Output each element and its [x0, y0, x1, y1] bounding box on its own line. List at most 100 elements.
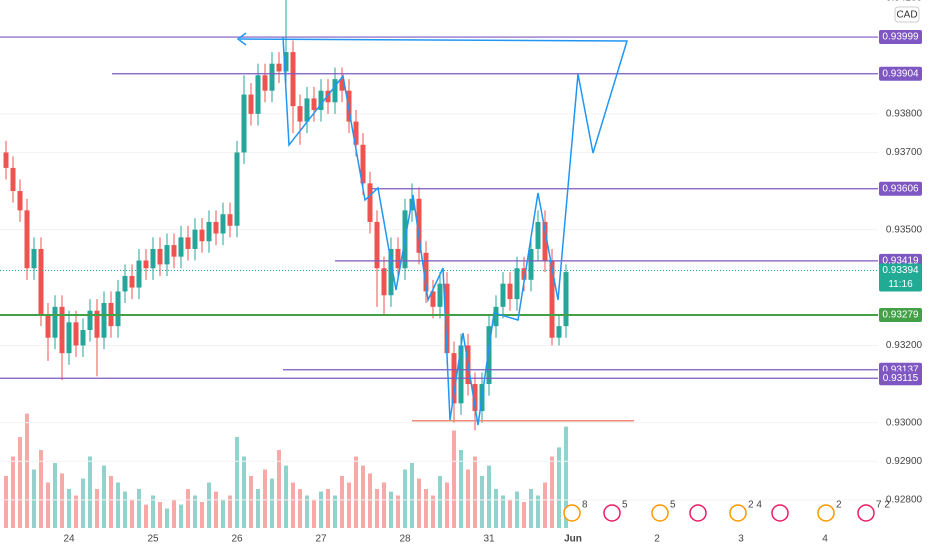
candle-body — [311, 98, 317, 110]
candle-body — [164, 245, 170, 265]
candle-body — [59, 306, 65, 354]
candle-body — [276, 63, 282, 72]
volume-bar — [207, 482, 211, 528]
volume-bar — [501, 495, 505, 528]
y-tick-label: 0.93200 — [886, 340, 923, 351]
volume-bar — [214, 491, 218, 528]
volume-bar — [186, 489, 190, 528]
candle-body — [234, 152, 240, 226]
candle-body — [423, 252, 429, 292]
event-icon[interactable] — [857, 504, 875, 522]
event-icon[interactable] — [603, 504, 621, 522]
volume-bar — [438, 476, 442, 528]
candle-body — [353, 121, 359, 145]
candle-body — [290, 52, 296, 107]
event-icon[interactable] — [817, 504, 835, 522]
volume-bar — [515, 491, 519, 528]
candle-body — [199, 229, 205, 242]
candle-body — [507, 283, 513, 300]
volume-bar — [151, 495, 155, 528]
event-icon[interactable] — [651, 504, 669, 522]
x-tick-label: 3 — [738, 534, 744, 545]
volume-bar — [431, 495, 435, 528]
x-tick-label: 25 — [147, 534, 159, 545]
event-count: 8 — [582, 500, 588, 511]
price-layer — [0, 0, 878, 501]
level-label-box — [879, 181, 922, 196]
x-tick-label: Jun — [564, 534, 582, 545]
candle-body — [500, 283, 506, 307]
volume-bar — [550, 456, 554, 528]
x-tick-label: 2 — [654, 534, 660, 545]
volume-bar — [60, 473, 64, 528]
volume-bar — [242, 456, 246, 528]
volume-bar — [417, 478, 421, 528]
event-count: 2 — [836, 500, 842, 511]
volume-bar — [508, 499, 512, 528]
candle-body — [10, 167, 16, 192]
candle-body — [458, 345, 464, 404]
candle-body — [255, 75, 261, 114]
candle-body — [521, 268, 527, 280]
volume-bar — [179, 504, 183, 528]
volume-bar — [291, 482, 295, 528]
candle-body — [206, 221, 212, 242]
volume-bar — [74, 495, 78, 528]
event-icon[interactable] — [563, 504, 581, 522]
candle-body — [115, 291, 121, 327]
candle-body — [129, 275, 135, 288]
candle-body — [304, 98, 310, 122]
volume-bar — [172, 499, 176, 528]
candle-body — [430, 291, 436, 307]
volume-bar — [529, 489, 533, 528]
volume-bar — [95, 489, 99, 528]
candle-body — [444, 283, 450, 354]
volume-bar — [522, 502, 526, 528]
volume-bar — [81, 478, 85, 528]
volume-bar — [200, 502, 204, 528]
volume-bar — [11, 456, 15, 528]
y-tick-label: 0.92900 — [886, 456, 923, 467]
volume-bar — [39, 450, 43, 528]
level-label-box — [879, 66, 922, 81]
arrow-head — [236, 32, 247, 46]
candle-body — [3, 152, 9, 168]
candle-body — [45, 314, 51, 338]
volume-bar — [557, 447, 561, 528]
volume-bar — [88, 456, 92, 528]
event-icon[interactable] — [771, 504, 789, 522]
volume-bar — [459, 450, 463, 528]
candle-body — [367, 183, 373, 222]
candle-body — [17, 191, 23, 211]
volume-bar — [193, 495, 197, 528]
axes: 0.92800 0.92900 0.93000 0.93200 0.93500 0.937… — [63, 0, 922, 545]
volume-bar — [347, 482, 351, 528]
candle-body — [178, 237, 184, 257]
candle-body — [38, 248, 44, 315]
candle-body — [416, 198, 422, 253]
candle-body — [171, 245, 177, 257]
x-tick-label: 28 — [399, 534, 411, 545]
level-label-box — [879, 30, 922, 45]
level-label: 0.93279 — [882, 310, 919, 321]
volume-bar — [445, 482, 449, 528]
level-label: 0.93904 — [882, 68, 919, 79]
drawn-pattern — [239, 36, 629, 426]
candle-body — [318, 90, 324, 110]
event-icon[interactable] — [689, 504, 707, 522]
level-label: 0.93606 — [882, 183, 919, 194]
candle-body — [73, 322, 79, 346]
event-count: 5 — [670, 500, 676, 511]
level-label-box — [879, 371, 922, 386]
volume-bar — [284, 465, 288, 528]
volume-bar — [249, 476, 253, 528]
candle-body — [283, 52, 289, 72]
volume-bar — [298, 489, 302, 528]
volume-bar — [396, 495, 400, 528]
candle-body — [563, 272, 569, 327]
volume-bar — [403, 469, 407, 528]
event-icon[interactable] — [729, 504, 747, 522]
volume-bar — [389, 491, 393, 528]
